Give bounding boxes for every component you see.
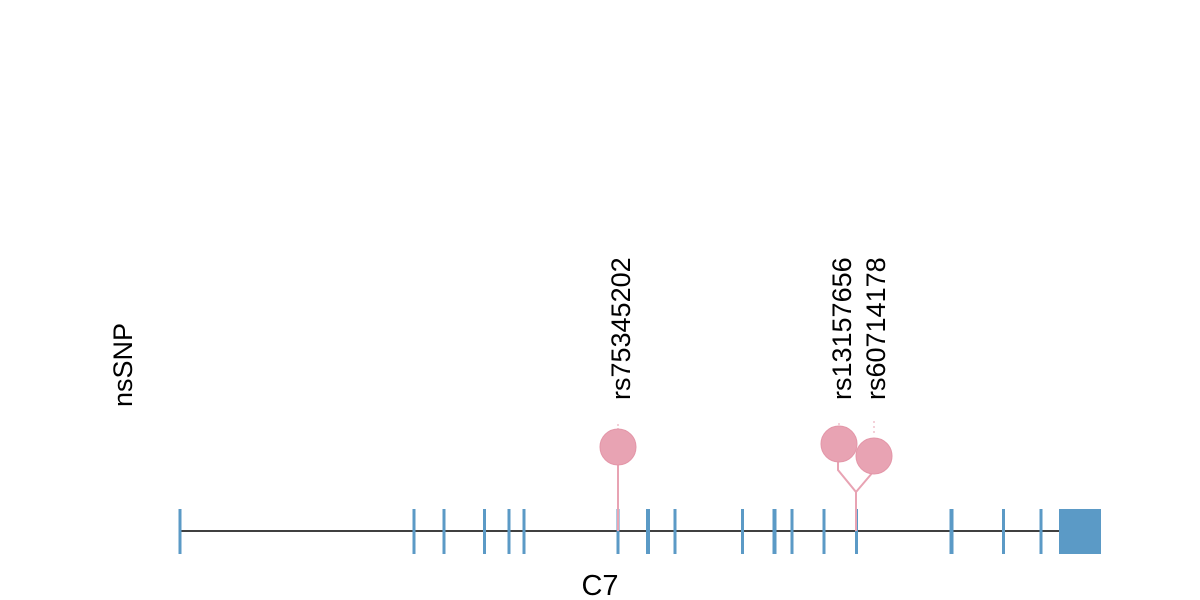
snp-lollipop[interactable]: rs60714178 — [855, 257, 893, 493]
exon-mark — [673, 509, 677, 554]
exon-mark — [1039, 509, 1043, 554]
exon-utr-box — [1059, 509, 1101, 554]
track-label: nsSNP — [108, 323, 138, 407]
exon-mark — [822, 509, 826, 554]
exon-mark — [483, 509, 486, 554]
snp-lollipop[interactable]: rs13157656 — [820, 257, 858, 531]
exon-mark — [522, 509, 526, 554]
gene-name: C7 — [581, 570, 618, 600]
exon-mark — [1002, 509, 1005, 554]
exon-mark — [616, 509, 620, 554]
snp-marker[interactable] — [820, 425, 858, 463]
exon-mark — [741, 509, 744, 554]
exon-mark — [949, 509, 954, 554]
snp-marker[interactable] — [599, 428, 637, 466]
snp-marker[interactable] — [855, 437, 893, 475]
exon-mark — [178, 509, 182, 554]
exon-mark — [412, 509, 416, 554]
exon-mark — [646, 509, 650, 554]
exon-mark — [442, 509, 446, 554]
snp-label: rs75345202 — [606, 257, 636, 400]
exon-mark — [855, 509, 858, 554]
exon-mark — [507, 509, 511, 554]
snp-label: rs13157656 — [827, 257, 857, 400]
snp-label: rs60714178 — [861, 257, 891, 400]
exon-mark — [772, 509, 777, 554]
exon-mark — [790, 509, 794, 554]
snp-lollipop[interactable]: rs75345202 — [599, 257, 637, 531]
exon-track — [178, 509, 1101, 554]
